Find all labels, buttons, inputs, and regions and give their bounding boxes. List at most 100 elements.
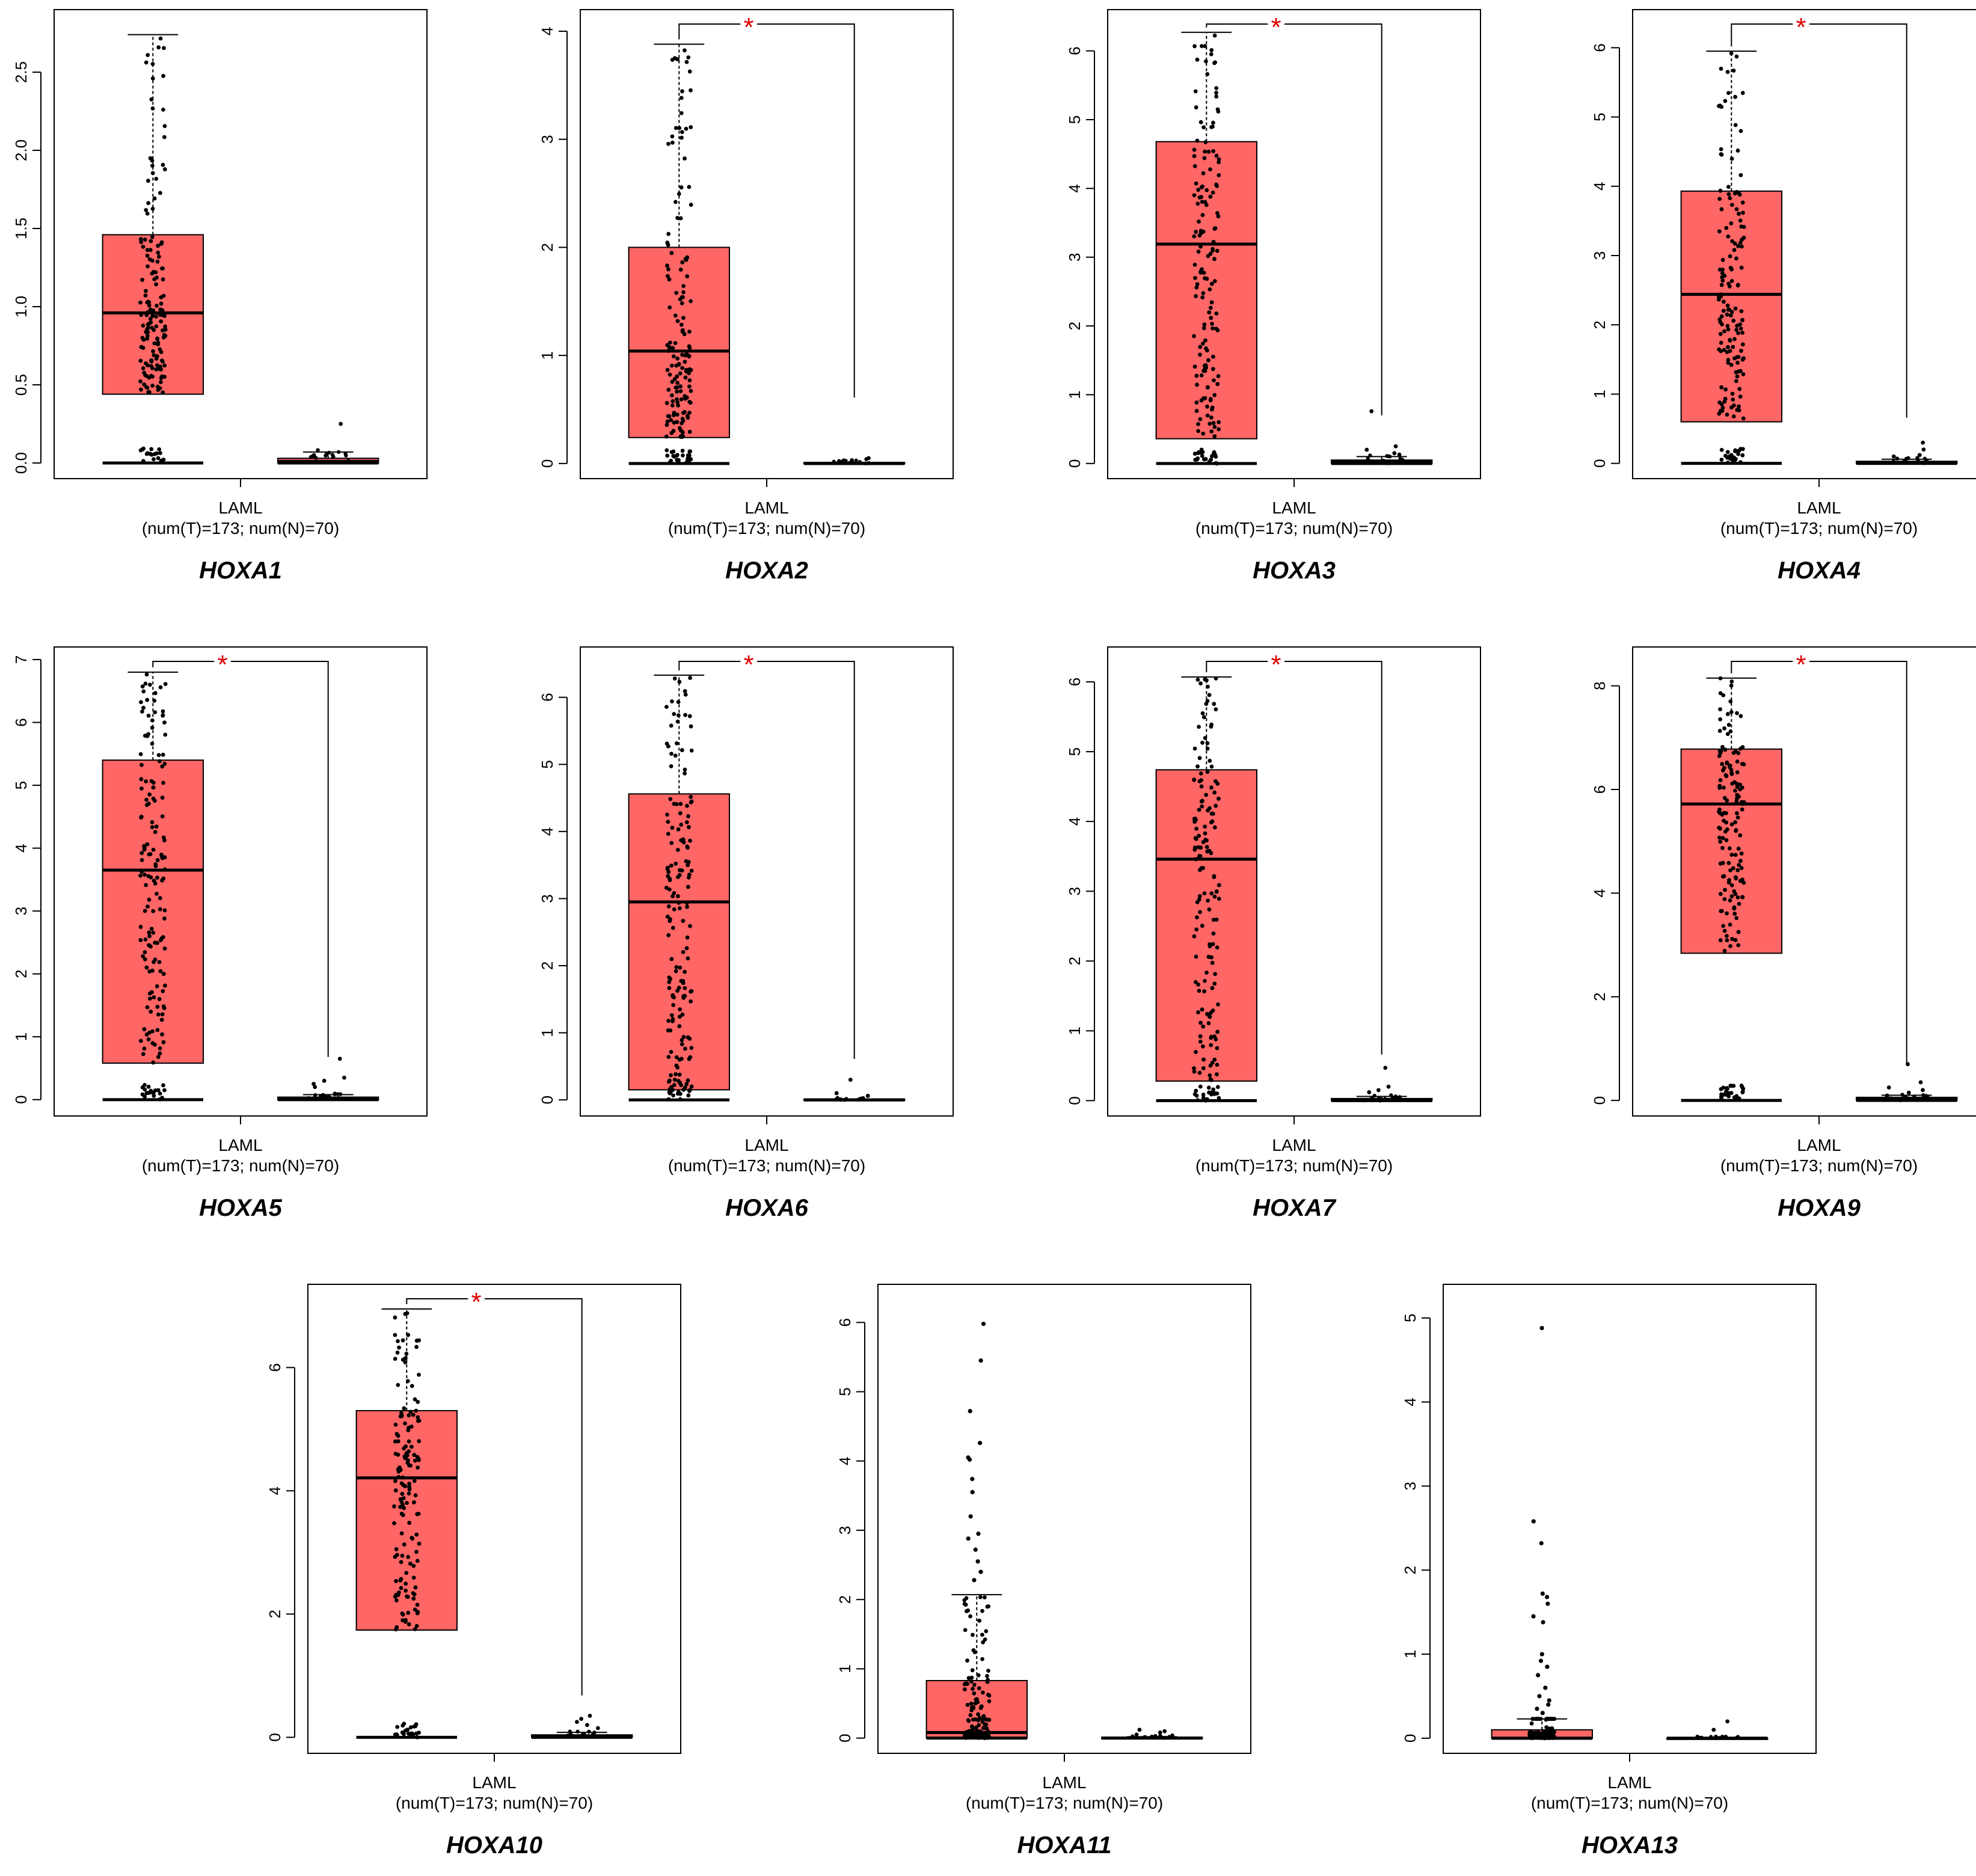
x-category-label: LAML: [218, 1136, 262, 1154]
data-point: [158, 1097, 162, 1102]
data-point: [414, 1408, 419, 1413]
outlier-point: [1134, 1732, 1139, 1737]
data-point: [158, 1091, 162, 1096]
outlier-point: [1547, 1698, 1551, 1703]
data-point: [1735, 759, 1740, 764]
data-point: [403, 1589, 408, 1593]
data-point: [1209, 1035, 1214, 1040]
outlier-point: [1537, 1694, 1542, 1699]
data-point: [568, 1730, 573, 1735]
data-point: [1198, 228, 1203, 233]
data-point: [146, 330, 150, 334]
data-point: [665, 915, 670, 919]
y-tick-label: 1: [1401, 1650, 1419, 1658]
data-point: [1737, 191, 1741, 196]
data-point: [141, 366, 146, 370]
data-point: [1734, 207, 1739, 212]
data-point: [1735, 868, 1740, 872]
data-point: [1206, 254, 1210, 259]
data-point: [140, 278, 144, 282]
data-point: [394, 1579, 398, 1583]
data-point: [159, 854, 164, 859]
data-point: [1725, 323, 1730, 328]
data-point: [1214, 326, 1218, 331]
outlier-point: [978, 1569, 983, 1574]
gene-title: HOXA1: [199, 557, 282, 584]
data-point: [1194, 294, 1198, 298]
data-point: [161, 277, 165, 282]
data-point: [415, 1602, 420, 1607]
data-point: [140, 857, 144, 862]
data-point: [152, 341, 157, 346]
data-point: [1735, 711, 1739, 716]
data-point: [161, 266, 165, 271]
data-point: [1214, 94, 1219, 99]
data-point: [1217, 897, 1221, 901]
data-point: [1728, 868, 1732, 872]
y-tick-label: 6: [12, 718, 30, 726]
data-point: [316, 448, 320, 452]
data-point: [1735, 785, 1740, 789]
data-point: [1201, 1024, 1206, 1029]
data-point: [144, 797, 149, 802]
data-point: [674, 802, 679, 806]
box-iqr: [628, 247, 730, 438]
data-point: [154, 176, 159, 181]
tumor-points: [392, 1311, 422, 1740]
data-point: [146, 201, 151, 206]
data-point: [147, 802, 151, 806]
data-point: [146, 1091, 151, 1096]
data-point: [152, 878, 156, 883]
data-point: [162, 855, 167, 860]
data-point: [1194, 927, 1199, 932]
data-point: [687, 354, 692, 358]
data-point: [157, 254, 161, 259]
data-point: [155, 1005, 160, 1009]
data-point: [670, 925, 675, 930]
data-point: [977, 1686, 981, 1691]
data-point: [1740, 877, 1744, 882]
outlier-point: [1162, 1729, 1167, 1733]
data-point: [1732, 905, 1737, 910]
data-point: [673, 1072, 678, 1076]
data-point: [1209, 1077, 1214, 1082]
data-point: [411, 1596, 416, 1601]
data-point: [139, 814, 144, 819]
outlier-point: [595, 1726, 600, 1730]
data-point: [152, 1094, 156, 1098]
data-point: [673, 861, 678, 866]
data-point: [1728, 313, 1733, 318]
data-point: [150, 825, 155, 829]
data-point: [1197, 756, 1202, 761]
data-point: [150, 164, 155, 168]
data-point: [689, 1046, 694, 1050]
data-point: [1720, 762, 1725, 767]
data-point: [1535, 1730, 1540, 1735]
data-point: [684, 901, 689, 906]
y-tick-label: 2: [1401, 1566, 1419, 1574]
data-point: [1737, 863, 1741, 867]
data-point: [1729, 1091, 1734, 1096]
data-point: [1194, 1050, 1198, 1055]
data-point: [1216, 214, 1221, 219]
data-point: [144, 207, 149, 212]
data-point: [1197, 808, 1201, 812]
data-point: [1718, 331, 1723, 336]
data-point: [333, 1092, 337, 1097]
data-point: [1201, 171, 1206, 176]
data-point: [408, 1725, 413, 1730]
outlier-point: [850, 458, 855, 462]
data-point: [1212, 1057, 1217, 1062]
outlier-point: [1369, 409, 1374, 414]
data-point: [392, 1504, 396, 1509]
data-point: [1738, 859, 1743, 863]
gene-title: HOXA9: [1778, 1195, 1861, 1221]
y-tick-label: 4: [1401, 1397, 1419, 1406]
data-point: [683, 767, 687, 772]
data-point: [1732, 455, 1737, 460]
data-point: [671, 1003, 676, 1007]
y-tick-label: 6: [1591, 43, 1609, 52]
y-tick-label: 3: [836, 1526, 854, 1534]
data-point: [412, 1500, 416, 1504]
data-point: [1216, 1002, 1220, 1007]
